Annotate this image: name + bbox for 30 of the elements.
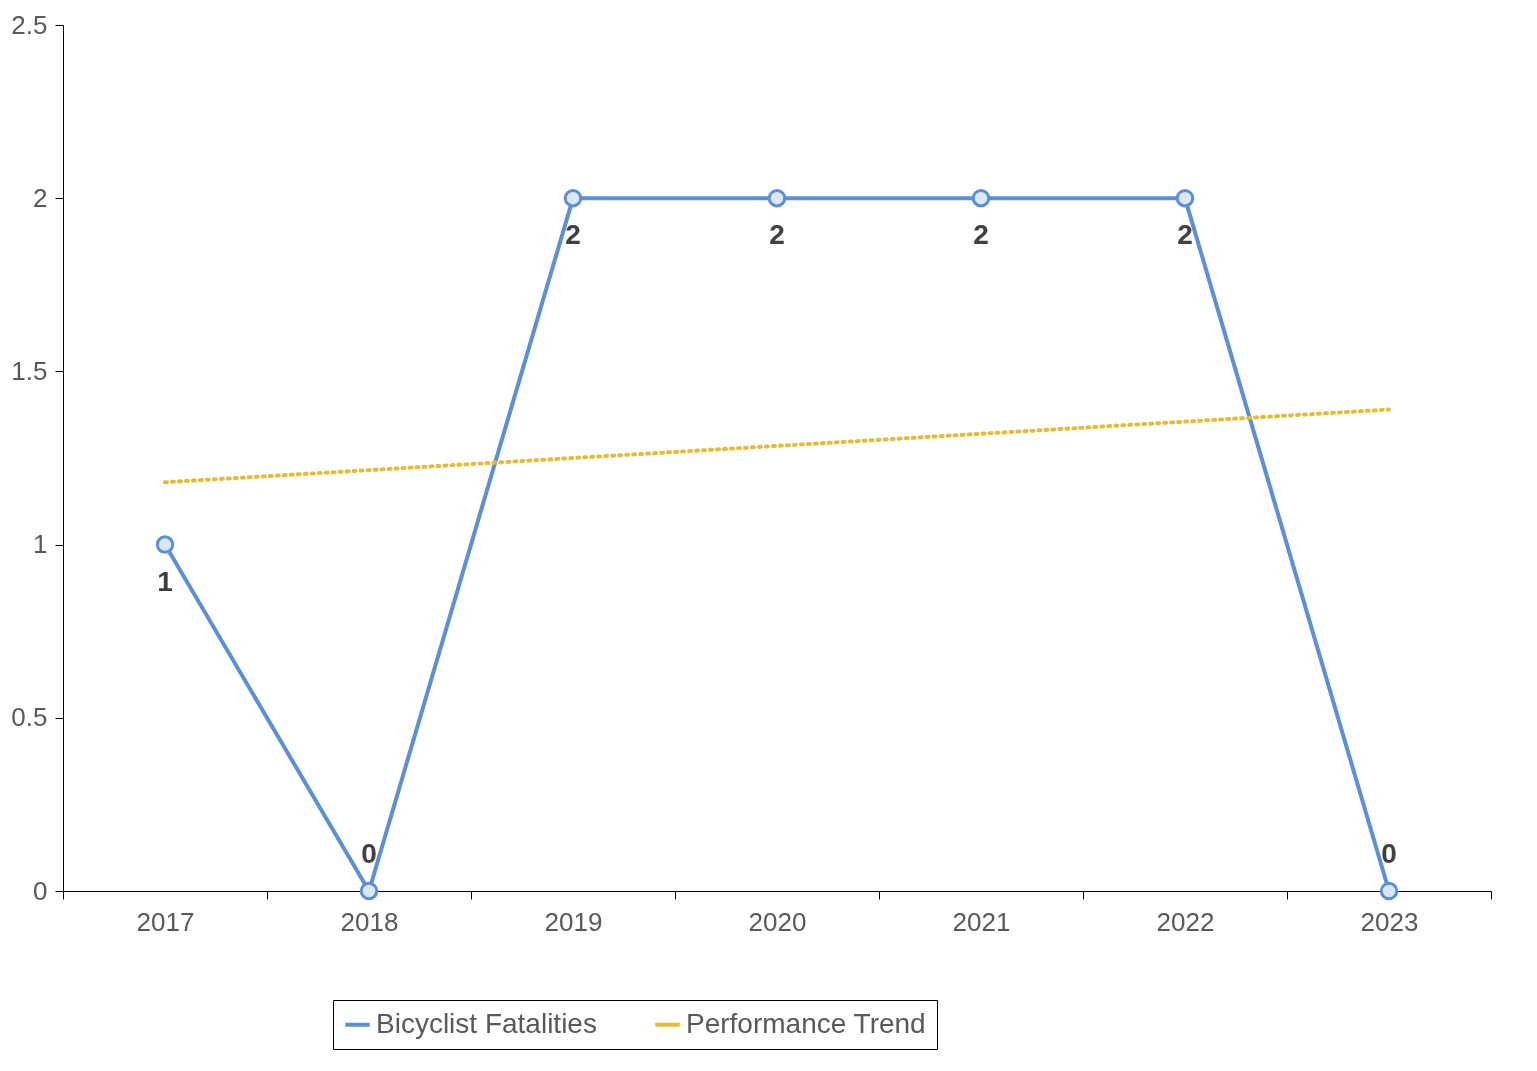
legend-label: Bicyclist Fatalities [376,1007,597,1039]
data-label: 1 [157,565,173,597]
x-tick-label: 2021 [952,906,1011,937]
y-tick-label: 0.5 [11,702,48,733]
point [1379,881,1399,901]
y-tick-label: 2.5 [11,9,48,40]
point [971,188,991,208]
data-label: 2 [769,219,785,251]
line-series [163,407,1391,485]
data-label: 2 [973,219,989,251]
x-tick-label: 2017 [136,906,195,937]
x-tick-label: 2019 [544,906,603,937]
point [767,188,787,208]
y-tick-label: 2 [33,182,48,213]
legend-label: Performance Trend [686,1007,926,1039]
point [563,188,583,208]
x-tick-label: 2020 [748,906,807,937]
x-tick-label: 2023 [1360,906,1419,937]
data-label: 2 [565,219,581,251]
x-tick-label: 2018 [340,906,399,937]
data-label: 0 [1381,838,1397,869]
y-tick-label: 1.5 [11,355,48,386]
point [1175,188,1195,208]
data-label: 0 [361,838,377,869]
x-tick-label: 2022 [1156,906,1215,937]
data-label: 2 [1177,219,1193,251]
point [155,535,175,554]
y-tick-label: 1 [33,529,48,560]
point [359,881,379,901]
y-tick-label: 0 [33,875,48,906]
